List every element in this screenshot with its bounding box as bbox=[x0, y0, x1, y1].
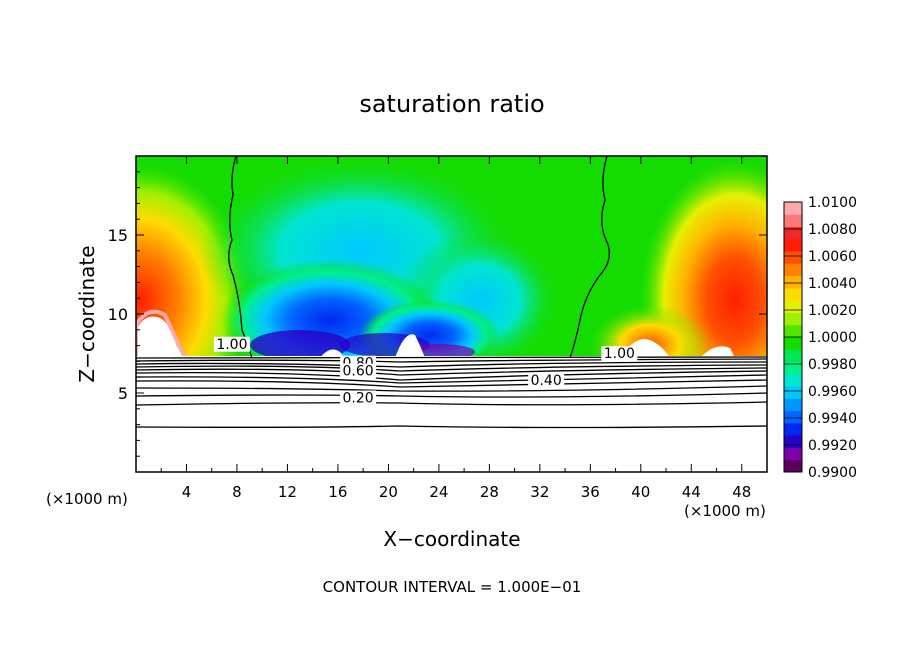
x-axis: 4 8 12 16 20 24 28 32 36 40 44 48 bbox=[160, 156, 751, 501]
colorbar-label: 1.0040 bbox=[808, 276, 857, 292]
colorbar-swatch bbox=[784, 422, 802, 436]
x-tick-label: 20 bbox=[379, 483, 398, 501]
colorbar-swatch bbox=[784, 459, 802, 473]
x-tick-label: 28 bbox=[480, 483, 499, 501]
x-tick-label: 8 bbox=[232, 483, 242, 501]
x-tick-label: 16 bbox=[328, 483, 347, 501]
colorbar-swatch bbox=[784, 373, 802, 387]
colorbar-swatch bbox=[784, 251, 802, 264]
colorbar-swatch bbox=[784, 337, 802, 350]
colorbar-swatch bbox=[784, 435, 802, 448]
colorbar-swatch bbox=[784, 263, 802, 277]
colorbar-swatch bbox=[784, 226, 802, 240]
y-tick-label: 10 bbox=[108, 305, 128, 324]
saturation-field bbox=[136, 156, 767, 472]
colorbar-swatch bbox=[784, 238, 802, 252]
colorbar-swatch bbox=[784, 349, 802, 363]
x-tick-label: 24 bbox=[429, 483, 448, 501]
colorbar-label: 0.9920 bbox=[808, 438, 857, 454]
x-unit-left: (×1000 m) bbox=[46, 490, 128, 508]
chart-title: saturation ratio bbox=[359, 90, 544, 118]
colorbar-swatch bbox=[784, 312, 802, 326]
colorbar-label: 0.9980 bbox=[808, 357, 857, 373]
x-unit-right: (×1000 m) bbox=[684, 502, 766, 520]
contour-label-bg bbox=[213, 336, 250, 352]
colorbar-swatch bbox=[784, 202, 802, 215]
y-tick-label: 15 bbox=[108, 226, 128, 245]
contour-label-bg bbox=[601, 346, 638, 362]
x-tick-label: 32 bbox=[530, 483, 549, 501]
colorbar-swatch bbox=[784, 361, 802, 375]
x-tick-label: 4 bbox=[182, 483, 192, 501]
x-tick-label: 44 bbox=[682, 483, 701, 501]
colorbar-swatch bbox=[784, 324, 802, 338]
colorbar-label: 1.0000 bbox=[808, 330, 857, 346]
colorbar: 1.0100 1.0080 1.0060 1.0040 1.0020 1.0000 0.99… bbox=[783, 195, 857, 481]
colorbar-swatch bbox=[784, 386, 802, 399]
contour-label: 0.20 bbox=[343, 390, 374, 406]
colorbar-swatch bbox=[784, 300, 802, 313]
colorbar-swatch bbox=[784, 214, 802, 228]
x-tick-label: 40 bbox=[631, 483, 650, 501]
x-tick-label: 36 bbox=[581, 483, 600, 501]
colorbar-label: 1.0020 bbox=[808, 303, 857, 319]
colorbar-label: 1.0060 bbox=[808, 249, 857, 265]
y-axis: 5 10 15 bbox=[108, 171, 767, 457]
contour-label: 0.40 bbox=[531, 373, 562, 389]
colorbar-label: 0.9940 bbox=[808, 411, 857, 427]
colorbar-label: 1.0080 bbox=[808, 222, 857, 238]
contour-label-bg bbox=[340, 363, 377, 379]
colorbar-label: 0.9900 bbox=[808, 465, 857, 481]
contour-label-bg bbox=[528, 373, 565, 389]
colorbar-swatch bbox=[784, 275, 802, 289]
colorbar-label: 1.0100 bbox=[808, 195, 857, 211]
contour-label: 1.00 bbox=[216, 337, 247, 353]
contour-interval-note: CONTOUR INTERVAL = 1.000E−01 bbox=[323, 578, 582, 596]
x-tick-label: 12 bbox=[278, 483, 297, 501]
x-axis-label: X−coordinate bbox=[383, 527, 520, 551]
contour-label: 0.60 bbox=[343, 364, 374, 380]
y-axis-label: Z−coordinate bbox=[75, 245, 99, 382]
x-tick-label: 48 bbox=[732, 483, 751, 501]
contour-label: 1.00 bbox=[604, 346, 635, 362]
colorbar-swatch bbox=[784, 398, 802, 412]
colorbar-swatch bbox=[784, 447, 802, 461]
y-tick-label: 5 bbox=[118, 384, 128, 403]
colorbar-label: 0.9960 bbox=[808, 384, 857, 400]
contour-label-group: 1.001.000.800.600.400.20 bbox=[213, 336, 638, 406]
colorbar-swatch bbox=[784, 410, 802, 424]
contour-label-bg bbox=[340, 390, 377, 406]
colorbar-swatch bbox=[784, 287, 802, 301]
